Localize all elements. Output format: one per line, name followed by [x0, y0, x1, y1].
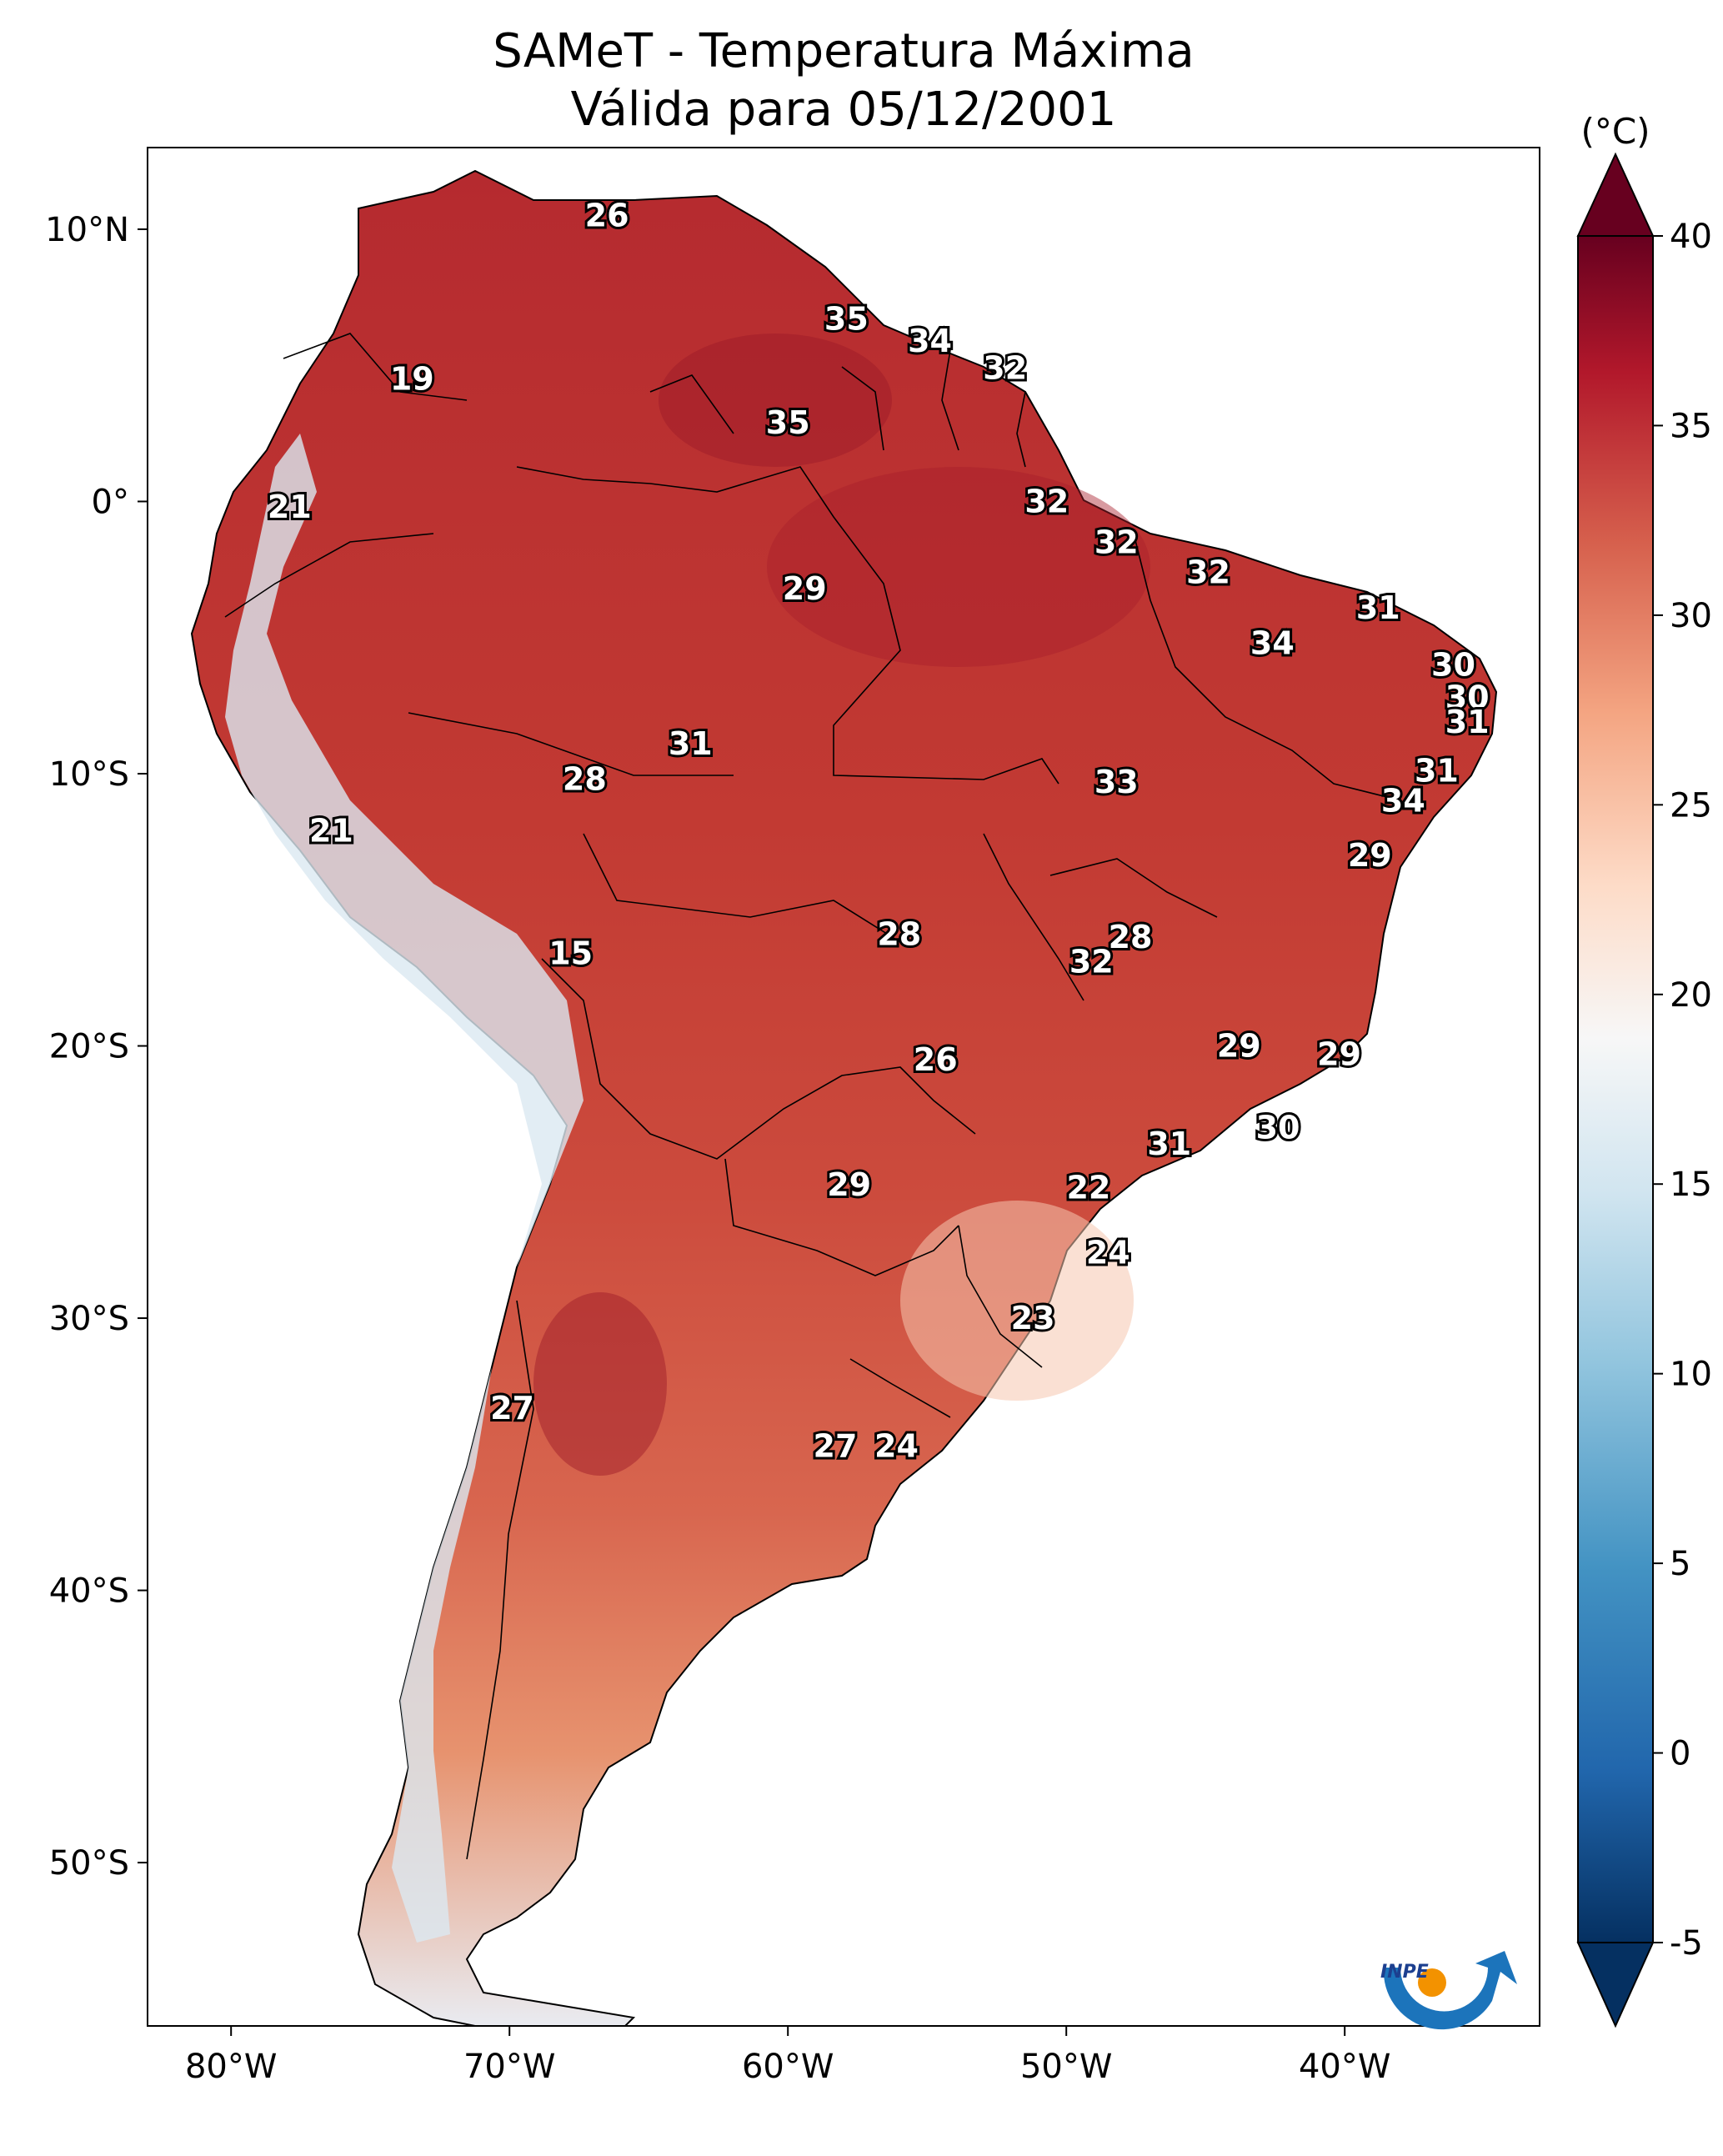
contour-label: 32 — [1024, 483, 1069, 519]
colorbar-body — [1577, 235, 1654, 1943]
longitude-ticks: 80°W 70°W 60°W 50°W 40°W — [185, 2026, 1390, 2086]
lon-tick-label: 70°W — [463, 2048, 555, 2086]
colorbar-tick-label: 25 — [1670, 786, 1712, 825]
contour-label: 23 — [1011, 1300, 1055, 1336]
contour-label: 35 — [766, 404, 810, 441]
lon-tick-label: 40°W — [1299, 2048, 1390, 2086]
contour-label: 29 — [1348, 837, 1392, 874]
lon-tick-label: 60°W — [742, 2048, 834, 2086]
contour-label: 29 — [1317, 1035, 1361, 1072]
colorbar-tick-label: 40 — [1670, 218, 1712, 256]
contour-label: 24 — [1086, 1235, 1130, 1271]
colorbar-tick-label: 10 — [1670, 1356, 1712, 1394]
contour-label: 21 — [268, 489, 312, 525]
hot-core-amazon — [767, 467, 1150, 667]
contour-label: 29 — [827, 1166, 871, 1203]
latitude-ticks: 10°N 0° 10°S 20°S 30°S 40°S 50°S — [45, 211, 148, 1883]
colorbar-tick-label: -5 — [1670, 1924, 1703, 1963]
lon-tick-label: 50°W — [1020, 2048, 1112, 2086]
contour-label: 31 — [1415, 753, 1459, 790]
contour-label: 32 — [983, 349, 1027, 386]
lat-tick-label: 40°S — [49, 1572, 129, 1611]
contour-label: 31 — [1147, 1126, 1191, 1162]
contour-label: 28 — [563, 761, 607, 798]
contour-label: 19 — [390, 361, 434, 398]
contour-label: 30 — [1431, 646, 1475, 683]
contour-label: 22 — [1066, 1169, 1110, 1206]
contour-label: 34 — [1381, 783, 1425, 820]
cool-south-brazil — [900, 1201, 1134, 1401]
contour-label: 30 — [1445, 679, 1490, 716]
contour-label: 28 — [877, 916, 921, 953]
colorbar-tick-label: 5 — [1670, 1545, 1690, 1583]
contour-label: 24 — [874, 1428, 919, 1465]
lat-tick-label: 0° — [92, 483, 129, 521]
contour-label: 34 — [908, 323, 952, 359]
contour-label: 21 — [309, 813, 353, 850]
contour-label: 27 — [814, 1428, 858, 1465]
map-title-line2: Válida para 05/12/2001 — [571, 83, 1117, 137]
colorbar-bottom-extend — [1576, 1942, 1655, 2028]
contour-label: 29 — [1217, 1028, 1261, 1065]
colorbar-ticks: 40 35 30 25 20 15 10 5 0 -5 — [1653, 218, 1712, 1963]
contour-label: 32 — [1186, 554, 1230, 590]
contour-label: 32 — [1069, 943, 1114, 980]
contour-label: 35 — [824, 301, 869, 338]
map-area — [148, 148, 1540, 2026]
contour-label: 27 — [490, 1390, 534, 1426]
contour-label: 26 — [585, 198, 629, 234]
contour-label: 29 — [783, 570, 827, 607]
logo-text: INPE — [1380, 1962, 1429, 1983]
country-borders — [224, 333, 1401, 1860]
andes-cool-band — [225, 434, 584, 1943]
lat-tick-label: 30°S — [49, 1300, 129, 1338]
hot-core-north — [659, 333, 892, 467]
colorbar-unit: (°C) — [1580, 111, 1650, 152]
contour-label: 26 — [914, 1041, 958, 1078]
contour-label: 15 — [548, 935, 593, 972]
logo-dot-icon — [1418, 1968, 1446, 1997]
colorbar-tick-label: 20 — [1670, 976, 1712, 1015]
lat-tick-label: 50°S — [49, 1844, 129, 1883]
colorbar: (°C) 40 35 30 25 20 15 10 5 0 -5 — [1576, 111, 1712, 2028]
logo-arc-icon — [1383, 1951, 1517, 2030]
contour-label: 31 — [669, 725, 713, 762]
hot-core-argentina — [533, 1292, 667, 1476]
contour-label: 33 — [1094, 764, 1139, 800]
contour-label: 31 — [1356, 589, 1400, 626]
lat-tick-label: 10°N — [45, 211, 129, 249]
contour-label: 30 — [1256, 1109, 1300, 1146]
contour-label: 34 — [1250, 624, 1295, 661]
lat-tick-label: 10°S — [49, 755, 129, 794]
contour-label: 28 — [1109, 919, 1153, 955]
map-frame — [147, 147, 1540, 2027]
contour-label: 31 — [1445, 704, 1490, 740]
map-title-line1: SAMeT - Temperatura Máxima — [493, 24, 1195, 78]
colorbar-tick-label: 0 — [1670, 1735, 1690, 1773]
lat-tick-label: 20°S — [49, 1028, 129, 1066]
colorbar-tick-label: 15 — [1670, 1166, 1712, 1204]
colorbar-tick-label: 30 — [1670, 597, 1712, 635]
contour-label: 32 — [1094, 524, 1139, 560]
lon-tick-label: 80°W — [185, 2048, 277, 2086]
inpe-logo: INPE — [1380, 1951, 1517, 2030]
colorbar-tick-label: 35 — [1670, 407, 1712, 445]
colorbar-top-extend — [1576, 152, 1655, 237]
